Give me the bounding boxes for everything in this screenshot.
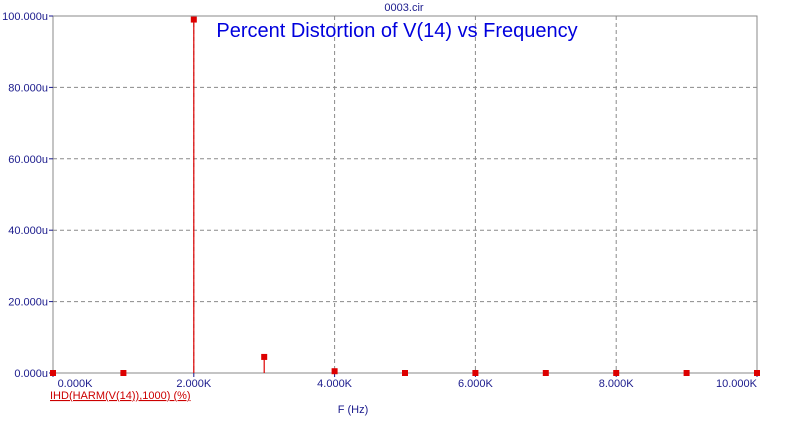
x-tick-label: 4.000K — [317, 378, 353, 390]
x-tick-label: 0.000K — [58, 378, 94, 390]
data-point — [613, 370, 620, 376]
data-point — [542, 370, 549, 376]
data-point — [120, 370, 127, 376]
series-legend: IHD(HARM(V(14)),1000) (%) — [50, 390, 191, 402]
data-point — [331, 368, 338, 375]
y-tick-label: 60.000u — [8, 154, 48, 166]
x-tick-label: 6.000K — [458, 378, 494, 390]
y-tick-label: 80.000u — [8, 82, 48, 94]
data-point — [261, 353, 268, 360]
x-tick-label: 2.000K — [176, 378, 212, 390]
data-point — [472, 370, 479, 376]
x-tick-label: 8.000K — [599, 378, 635, 390]
x-tick-label: 10.000K — [716, 378, 758, 390]
plot-frame — [52, 15, 758, 374]
chart-title: Percent Distortion of V(14) vs Frequency — [216, 20, 577, 42]
data-point — [683, 370, 690, 376]
y-tick-label: 0.000u — [14, 368, 48, 380]
file-label: 0003.cir — [384, 2, 423, 14]
data-point — [754, 370, 760, 376]
x-axis-label: F (Hz) — [338, 404, 369, 416]
y-axis: 0.000u 20.000u 40.000u 60.000u 80.000u 100.00… — [2, 11, 53, 380]
data-point — [402, 370, 408, 376]
series-marks — [50, 16, 760, 376]
data-point — [190, 16, 197, 23]
x-axis: 0.000K 2.000K 4.000K 6.000K 8.000K 10.000K — [52, 373, 758, 390]
y-tick-label: 20.000u — [8, 297, 48, 309]
data-point — [50, 370, 56, 376]
y-tick-label: 40.000u — [8, 225, 48, 237]
y-tick-label: 100.000u — [2, 11, 48, 23]
